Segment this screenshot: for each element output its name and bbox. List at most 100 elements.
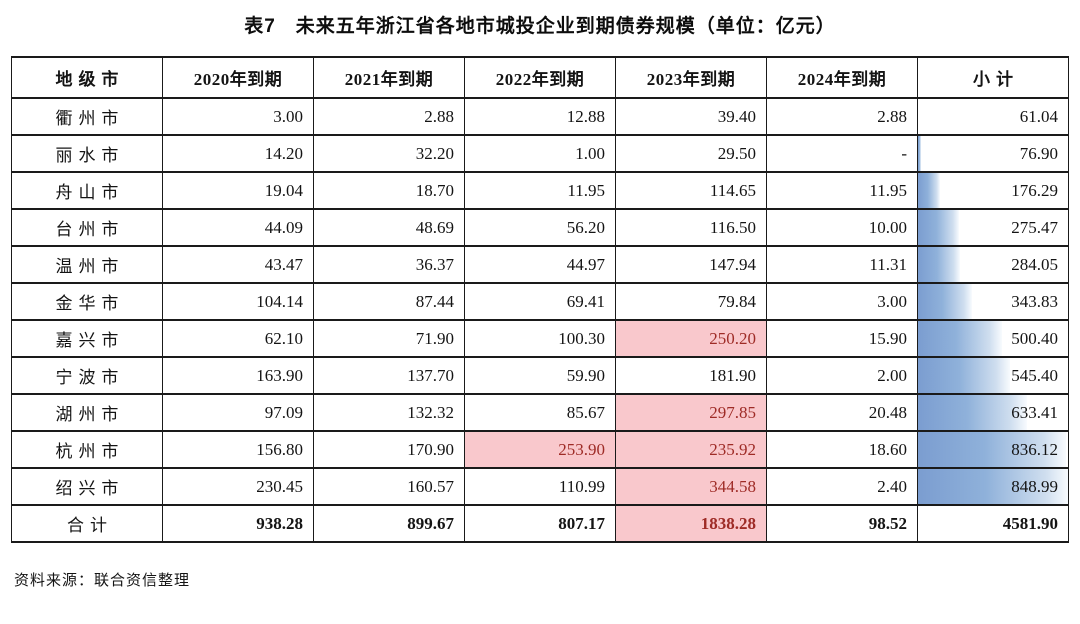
- value-cell: 56.20: [464, 208, 616, 247]
- table-row: 宁波市 163.90 137.70 59.90 181.90 2.00 545.40: [11, 356, 1069, 395]
- subtotal-value: 76.90: [1019, 143, 1058, 163]
- header-row: 地级市 2020年到期 2021年到期 2022年到期 2023年到期 2024…: [11, 56, 1069, 99]
- city-name: 宁波市: [11, 356, 163, 395]
- table-row: 嘉兴市 62.10 71.90 100.30 250.20 15.90 500.40: [11, 319, 1069, 358]
- subtotal-cell: 633.41: [917, 393, 1069, 432]
- report-page: { "title": "表7 未来五年浙江省各地市城投企业到期债券规模（单位：亿…: [0, 11, 1080, 624]
- source-note: 资料来源：联合资信整理: [14, 573, 191, 589]
- value-cell: 39.40: [615, 97, 767, 136]
- value-cell: 170.90: [313, 430, 465, 469]
- table-row: 金华市 104.14 87.44 69.41 79.84 3.00 343.83: [11, 282, 1069, 321]
- value-cell: 807.17: [464, 504, 616, 543]
- value-cell: 36.37: [313, 245, 465, 284]
- city-name: 嘉兴市: [11, 319, 163, 358]
- bond-maturity-table: 地级市 2020年到期 2021年到期 2022年到期 2023年到期 2024…: [11, 56, 1069, 543]
- subtotal-cell: 76.90: [917, 134, 1069, 173]
- city-name: 舟山市: [11, 171, 163, 210]
- subtotal-cell: 176.29: [917, 171, 1069, 210]
- table-row: 台州市 44.09 48.69 56.20 116.50 10.00 275.47: [11, 208, 1069, 247]
- subtotal-cell: 284.05: [917, 245, 1069, 284]
- city-name: 绍兴市: [11, 467, 163, 506]
- value-cell: 32.20: [313, 134, 465, 173]
- value-cell: 3.00: [162, 97, 314, 136]
- value-cell: 2.00: [766, 356, 918, 395]
- value-cell: 85.67: [464, 393, 616, 432]
- value-cell: 899.67: [313, 504, 465, 543]
- total-label: 合计: [11, 504, 163, 543]
- value-cell-highlighted: 235.92: [615, 430, 767, 469]
- value-cell: 230.45: [162, 467, 314, 506]
- subtotal-value: 343.83: [1011, 291, 1058, 311]
- table-row: 温州市 43.47 36.37 44.97 147.94 11.31 284.05: [11, 245, 1069, 284]
- value-cell: 11.31: [766, 245, 918, 284]
- value-cell: 29.50: [615, 134, 767, 173]
- value-cell: -: [766, 134, 918, 173]
- subtotal-cell: 848.99: [917, 467, 1069, 506]
- value-cell: 163.90: [162, 356, 314, 395]
- col-header-subtotal: 小计: [917, 56, 1069, 99]
- subtotal-value: 275.47: [1011, 217, 1058, 237]
- data-bar: [918, 396, 1027, 429]
- city-name: 温州市: [11, 245, 163, 284]
- value-cell: 3.00: [766, 282, 918, 321]
- city-name: 杭州市: [11, 430, 163, 469]
- subtotal-value: 176.29: [1011, 180, 1058, 200]
- value-cell-highlighted: 250.20: [615, 319, 767, 358]
- total-row: 合计 938.28 899.67 807.17 1838.28 98.52 4581.90: [11, 504, 1069, 543]
- value-cell: 114.65: [615, 171, 767, 210]
- subtotal-cell: 545.40: [917, 356, 1069, 395]
- subtotal-value: 545.40: [1011, 365, 1058, 385]
- value-cell: 147.94: [615, 245, 767, 284]
- data-bar: [918, 285, 972, 318]
- subtotal-value: 848.99: [1011, 476, 1058, 496]
- value-cell: 156.80: [162, 430, 314, 469]
- table-row: 杭州市 156.80 170.90 253.90 235.92 18.60 836.12: [11, 430, 1069, 469]
- value-cell: 48.69: [313, 208, 465, 247]
- subtotal-cell: 836.12: [917, 430, 1069, 469]
- col-header-2021: 2021年到期: [313, 56, 465, 99]
- value-cell: 160.57: [313, 467, 465, 506]
- data-bar: [918, 433, 1066, 466]
- value-cell: 59.90: [464, 356, 616, 395]
- table-body: 衢州市 3.00 2.88 12.88 39.40 2.88 61.04 丽水市 14.20 32…: [11, 97, 1069, 543]
- value-cell: 97.09: [162, 393, 314, 432]
- value-cell: 10.00: [766, 208, 918, 247]
- value-cell: 44.97: [464, 245, 616, 284]
- subtotal-cell: 61.04: [917, 97, 1069, 136]
- city-name: 衢州市: [11, 97, 163, 136]
- subtotal-value: 633.41: [1011, 402, 1058, 422]
- value-cell: 2.40: [766, 467, 918, 506]
- data-bar: [918, 248, 961, 281]
- value-cell: 938.28: [162, 504, 314, 543]
- value-cell: 110.99: [464, 467, 616, 506]
- value-cell: 100.30: [464, 319, 616, 358]
- value-cell: 62.10: [162, 319, 314, 358]
- value-cell: 18.70: [313, 171, 465, 210]
- value-cell: 98.52: [766, 504, 918, 543]
- data-bar: [918, 322, 1002, 355]
- subtotal-cell: 275.47: [917, 208, 1069, 247]
- subtotal-value: 61.04: [1019, 106, 1058, 126]
- value-cell: 69.41: [464, 282, 616, 321]
- value-cell: 2.88: [313, 97, 465, 136]
- value-cell: 19.04: [162, 171, 314, 210]
- value-cell: 43.47: [162, 245, 314, 284]
- value-cell: 15.90: [766, 319, 918, 358]
- subtotal-value: 4581.90: [1002, 513, 1058, 533]
- value-cell-highlighted: 297.85: [615, 393, 767, 432]
- subtotal-cell: 343.83: [917, 282, 1069, 321]
- value-cell: 11.95: [766, 171, 918, 210]
- value-cell: 71.90: [313, 319, 465, 358]
- city-name: 金华市: [11, 282, 163, 321]
- value-cell: 1.00: [464, 134, 616, 173]
- city-name: 湖州市: [11, 393, 163, 432]
- data-bar: [918, 359, 1011, 392]
- value-cell: 181.90: [615, 356, 767, 395]
- value-cell-highlighted: 344.58: [615, 467, 767, 506]
- value-cell: 104.14: [162, 282, 314, 321]
- subtotal-cell: 4581.90: [917, 504, 1069, 543]
- value-cell: 11.95: [464, 171, 616, 210]
- value-cell-highlighted: 1838.28: [615, 504, 767, 543]
- table-row: 绍兴市 230.45 160.57 110.99 344.58 2.40 848.99: [11, 467, 1069, 506]
- value-cell: 20.48: [766, 393, 918, 432]
